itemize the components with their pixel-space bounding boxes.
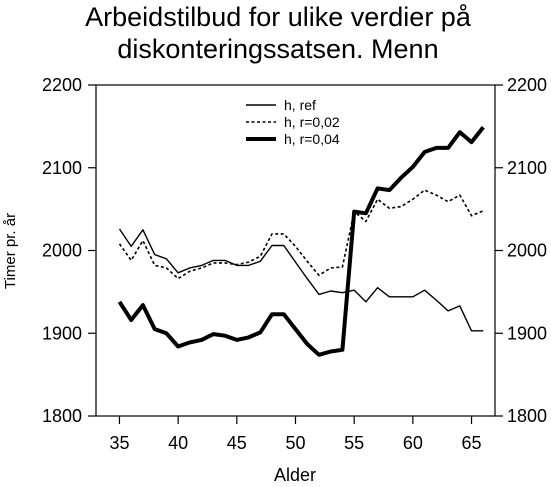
y-tick-label-right: 1900 [507,323,547,343]
x-tick-label: 35 [109,433,129,453]
y-tick-label-left: 2200 [42,75,82,95]
x-tick-label: 45 [227,433,247,453]
legend-label-1: h, ref [284,97,316,113]
x-tick-label: 55 [344,433,364,453]
y-axis-label: Timer pr. år [2,213,19,289]
series-line-1 [118,228,484,332]
y-tick-label-left: 2100 [42,158,82,178]
chart-title-line-1: Arbeidstilbud for ulike verdier på [85,2,472,32]
y-axis-ticks: 1800 1800 1900 1900 2000 2000 2100 2100 2200 2200 [42,75,547,426]
x-tick-label: 60 [403,433,423,453]
x-axis-label: Alder [274,465,316,485]
x-tick-label: 50 [285,433,305,453]
y-tick-label-right: 1800 [507,406,547,426]
x-tick-label: 65 [462,433,482,453]
series-line-2 [118,189,484,280]
y-tick-label-right: 2000 [507,241,547,261]
chart-title-line-2: diskonteringssatsen. Menn [117,34,438,64]
y-tick-label-right: 2100 [507,158,547,178]
y-tick-label-right: 2200 [507,75,547,95]
x-axis-ticks: 35 40 45 50 55 60 65 [109,416,482,453]
legend-label-2: h, r=0,02 [284,114,340,130]
y-tick-label-left: 1900 [42,323,82,343]
y-tick-label-left: 2000 [42,241,82,261]
y-tick-label-left: 1800 [42,406,82,426]
legend-label-3: h, r=0,04 [284,131,340,147]
series-line-3 [117,125,485,357]
x-tick-label: 40 [168,433,188,453]
series-layer [117,125,485,357]
